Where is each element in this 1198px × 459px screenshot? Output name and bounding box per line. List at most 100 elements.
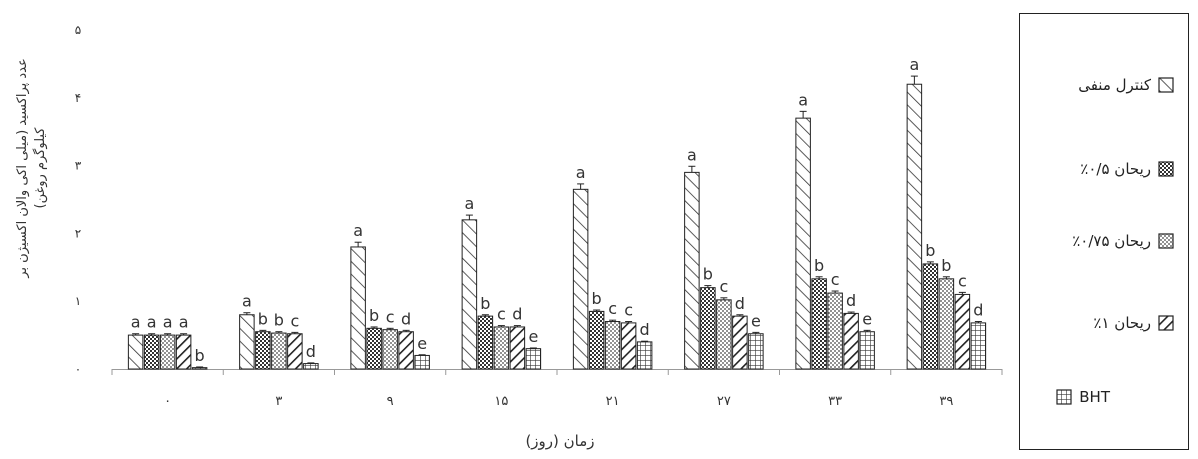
legend-item-basil-1: ریحان ۱٪	[1093, 314, 1174, 332]
legend-swatch	[1158, 77, 1174, 93]
significance-letter: b	[369, 306, 379, 325]
x-tick-label: ۳	[275, 394, 282, 409]
y-tick-label: ۳	[75, 159, 82, 173]
bar	[795, 117, 811, 370]
legend-swatch	[1158, 233, 1174, 249]
bar	[906, 83, 923, 370]
y-tick-label: ۰	[75, 362, 81, 376]
bar	[843, 312, 859, 370]
x-tick-label: ۳۳	[828, 394, 842, 409]
bar	[700, 287, 716, 370]
bar	[159, 334, 176, 370]
significance-letter: d	[846, 291, 856, 310]
bar	[366, 327, 382, 370]
bar	[938, 278, 955, 370]
significance-letter: b	[274, 311, 284, 330]
significance-letter: a	[576, 163, 586, 182]
significance-letter: e	[417, 334, 427, 353]
bar	[604, 321, 621, 370]
significance-letter: a	[131, 313, 141, 332]
bar	[748, 333, 764, 370]
significance-letter: b	[925, 241, 935, 260]
significance-letter: b	[941, 256, 951, 275]
y-tick-label: ۴	[75, 91, 81, 105]
significance-letter: d	[401, 309, 411, 328]
y-tick-label: ۵	[75, 23, 81, 37]
bar	[303, 363, 319, 370]
bar	[827, 292, 843, 370]
legend-item-bht: BHT	[1056, 388, 1110, 406]
significance-letter: d	[973, 301, 983, 320]
legend-label: ریحان ۰/۷۵٪	[1072, 232, 1151, 250]
bar	[382, 329, 398, 370]
bar	[477, 315, 494, 370]
bar	[175, 334, 192, 370]
bar	[954, 293, 971, 370]
significance-letter: a	[798, 90, 808, 109]
significance-letter: b	[195, 346, 205, 365]
bar	[239, 314, 255, 370]
significance-letter: b	[703, 265, 713, 284]
y-axis-title-line-1: عدد پراکسید (میلی اکی والان اکسیژن بر	[15, 58, 30, 278]
bar	[350, 246, 366, 370]
legend-item-negative-control: کنترل منفی	[1078, 76, 1174, 94]
legend-item-basil-05: ریحان ۰/۵٪	[1080, 160, 1174, 178]
bar	[970, 322, 987, 370]
significance-letter: a	[163, 313, 173, 332]
significance-letter: b	[592, 289, 602, 308]
y-axis-title: عدد پراکسید (میلی اکی والان اکسیژن بر کی…	[14, 58, 50, 278]
x-tick-label: ۰	[164, 394, 171, 409]
significance-letter: c	[608, 299, 617, 318]
significance-letter: d	[640, 320, 650, 339]
legend-label: ریحان ۰/۵٪	[1080, 160, 1151, 178]
significance-letter: c	[624, 301, 633, 320]
y-tick-label: ۱	[75, 294, 81, 308]
bar	[525, 348, 542, 370]
significance-letter: c	[497, 305, 506, 324]
legend-swatch	[1158, 315, 1174, 331]
bar	[811, 278, 827, 370]
significance-letter: b	[814, 256, 824, 275]
bar	[572, 188, 589, 370]
significance-letter: c	[386, 307, 395, 326]
significance-letter: d	[735, 294, 745, 313]
significance-letter: b	[258, 309, 268, 328]
significance-letter: d	[512, 305, 522, 324]
legend: کنترل منفی ریحان ۰/۵٪ ریحان ۰/۷۵٪ ریحان …	[1019, 13, 1189, 450]
x-tick-label: ۳۹	[939, 394, 953, 409]
bar	[509, 326, 526, 370]
bar	[636, 341, 653, 370]
bar	[191, 367, 208, 370]
significance-letter: a	[909, 55, 919, 74]
bar	[922, 263, 939, 370]
legend-label: ریحان ۱٪	[1093, 314, 1151, 332]
bar	[716, 299, 732, 370]
legend-item-basil-075: ریحان ۰/۷۵٪	[1072, 232, 1174, 250]
legend-label: کنترل منفی	[1078, 76, 1151, 94]
bar	[414, 354, 430, 370]
x-tick-label: ۱۵	[494, 394, 508, 409]
legend-swatch	[1158, 161, 1174, 177]
significance-letter: c	[958, 271, 967, 290]
significance-letter: c	[719, 277, 728, 296]
bar	[620, 322, 637, 370]
bar	[493, 326, 510, 370]
significance-letter: a	[179, 313, 189, 332]
bar	[461, 219, 478, 370]
x-tick-label: ۲۷	[717, 394, 731, 409]
bar	[398, 331, 414, 370]
significance-letter: c	[831, 270, 840, 289]
significance-letter: e	[862, 309, 872, 328]
bar	[143, 334, 160, 370]
significance-letter: a	[242, 292, 252, 311]
significance-letter: a	[687, 145, 697, 164]
x-tick-label: ۲۱	[606, 394, 620, 409]
significance-letter: a	[147, 313, 157, 332]
x-axis-title: زمان (روز)	[525, 432, 595, 450]
significance-letter: b	[480, 294, 490, 313]
bar	[859, 331, 875, 370]
significance-letter: e	[528, 327, 538, 346]
bar	[287, 333, 303, 370]
